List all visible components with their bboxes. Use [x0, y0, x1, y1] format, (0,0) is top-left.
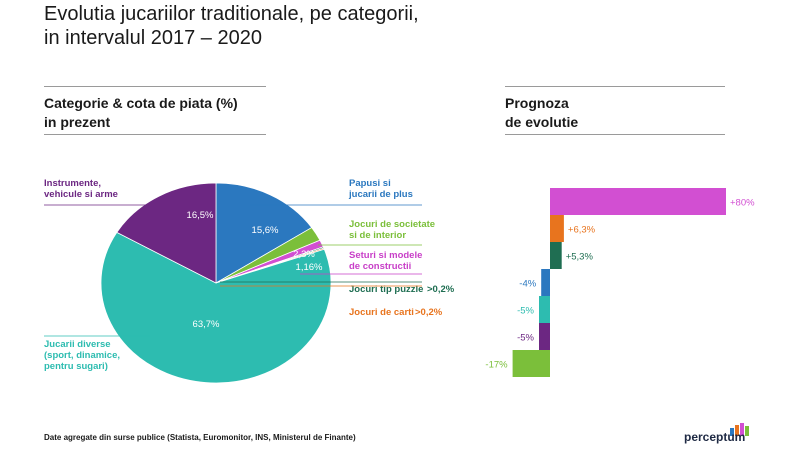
brand-name: perceptum — [684, 430, 746, 444]
pie-value-label-diverse: 63,7% — [193, 319, 220, 330]
pie-value-label-puzzle: >0,2% — [427, 284, 455, 295]
left-panel-top-rule — [44, 86, 266, 87]
pie-value-label-instrumente: 16,5% — [187, 210, 214, 221]
right-panel-top-rule — [505, 86, 725, 87]
right-panel-heading-line-1: Prognoza — [505, 95, 569, 111]
pie-category-label-societate: si de interior — [349, 230, 406, 241]
pie-category-label-societate: Jocuri de societate — [349, 219, 435, 230]
left-panel-heading-line-1: Categorie & cota de piata (%) — [44, 95, 238, 111]
right-panel-heading: Prognoza de evolutie — [505, 94, 578, 132]
left-panel-heading: Categorie & cota de piata (%) in prezent — [44, 94, 238, 132]
pie-category-label-papusi: Papusi si — [349, 178, 391, 189]
forecast-value-label-5: -5% — [517, 306, 534, 317]
pie-value-label-papusi: 15,6% — [252, 225, 279, 236]
chart-title-line-1: Evolutia jucariilor traditionale, pe cat… — [44, 3, 419, 25]
forecast-bar-3 — [550, 242, 562, 269]
pie-slice-instrumente — [116, 182, 217, 284]
forecast-value-label-3: +5,3% — [566, 252, 594, 263]
forecast-value-label-4: -4% — [519, 279, 536, 290]
chart-title-line-2: in intervalul 2017 – 2020 — [44, 27, 262, 49]
forecast-bar-6 — [539, 323, 550, 350]
perceptum-logo-icon — [730, 423, 749, 436]
pie-category-label-puzzle: Jocuri tip puzzle — [349, 284, 423, 295]
pie-category-label-diverse: Jucarii diverse — [44, 339, 111, 350]
left-panel-bottom-rule — [44, 134, 266, 135]
pie-value-label-seturi: 1,16% — [296, 262, 323, 273]
right-panel-heading-line-2: de evolutie — [505, 114, 579, 130]
forecast-value-label-1: +80% — [730, 198, 755, 209]
forecast-bar-2 — [550, 215, 564, 242]
left-panel-heading-line-2: in prezent — [44, 114, 111, 130]
forecast-bar-5 — [539, 296, 550, 323]
forecast-bar-1 — [550, 188, 726, 215]
right-panel-bottom-rule — [505, 134, 725, 135]
pie-category-label-seturi: Seturi si modele — [349, 250, 422, 261]
pie-category-label-diverse: pentru sugari) — [44, 361, 108, 372]
pie-category-label-instrumente: Instrumente, — [44, 178, 101, 189]
pie-category-label-carti: Jocuri de carti — [349, 307, 414, 318]
pie-category-label-papusi: jucarii de plus — [348, 189, 413, 200]
pie-value-label-societate: 2,3% — [293, 249, 315, 260]
pie-value-label-carti: >0,2% — [415, 307, 443, 318]
pie-category-label-seturi: de constructii — [349, 261, 411, 272]
forecast-value-label-6: -5% — [517, 333, 534, 344]
forecast-bar-4 — [541, 269, 550, 296]
pie-slice-papusi — [215, 182, 313, 284]
source-note: Date agregate din surse publice (Statist… — [44, 433, 356, 442]
pie-slice-diverse — [100, 231, 332, 384]
pie-category-label-diverse: (sport, dinamice, — [44, 350, 120, 361]
forecast-bar-7 — [512, 350, 550, 377]
pie-category-label-instrumente: vehicule si arme — [44, 189, 118, 200]
forecast-value-label-2: +6,3% — [568, 225, 596, 236]
forecast-value-label-7: -17% — [485, 360, 508, 371]
chart-title: Evolutia jucariilor traditionale, pe cat… — [44, 2, 419, 50]
